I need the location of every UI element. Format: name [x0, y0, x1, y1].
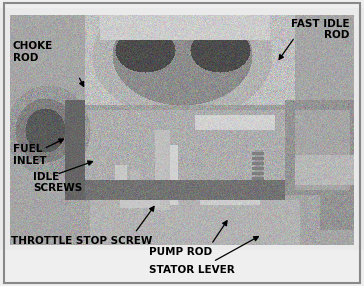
Text: CHOKE
ROD: CHOKE ROD — [13, 41, 53, 63]
Text: IDLE
SCREWS: IDLE SCREWS — [33, 172, 82, 193]
Text: STATOR LEVER: STATOR LEVER — [149, 265, 235, 275]
Text: THROTTLE STOP SCREW: THROTTLE STOP SCREW — [11, 236, 152, 246]
Text: FAST IDLE
ROD: FAST IDLE ROD — [291, 19, 349, 40]
Text: PUMP ROD: PUMP ROD — [149, 247, 212, 257]
Text: FUEL
INLET: FUEL INLET — [13, 144, 46, 166]
